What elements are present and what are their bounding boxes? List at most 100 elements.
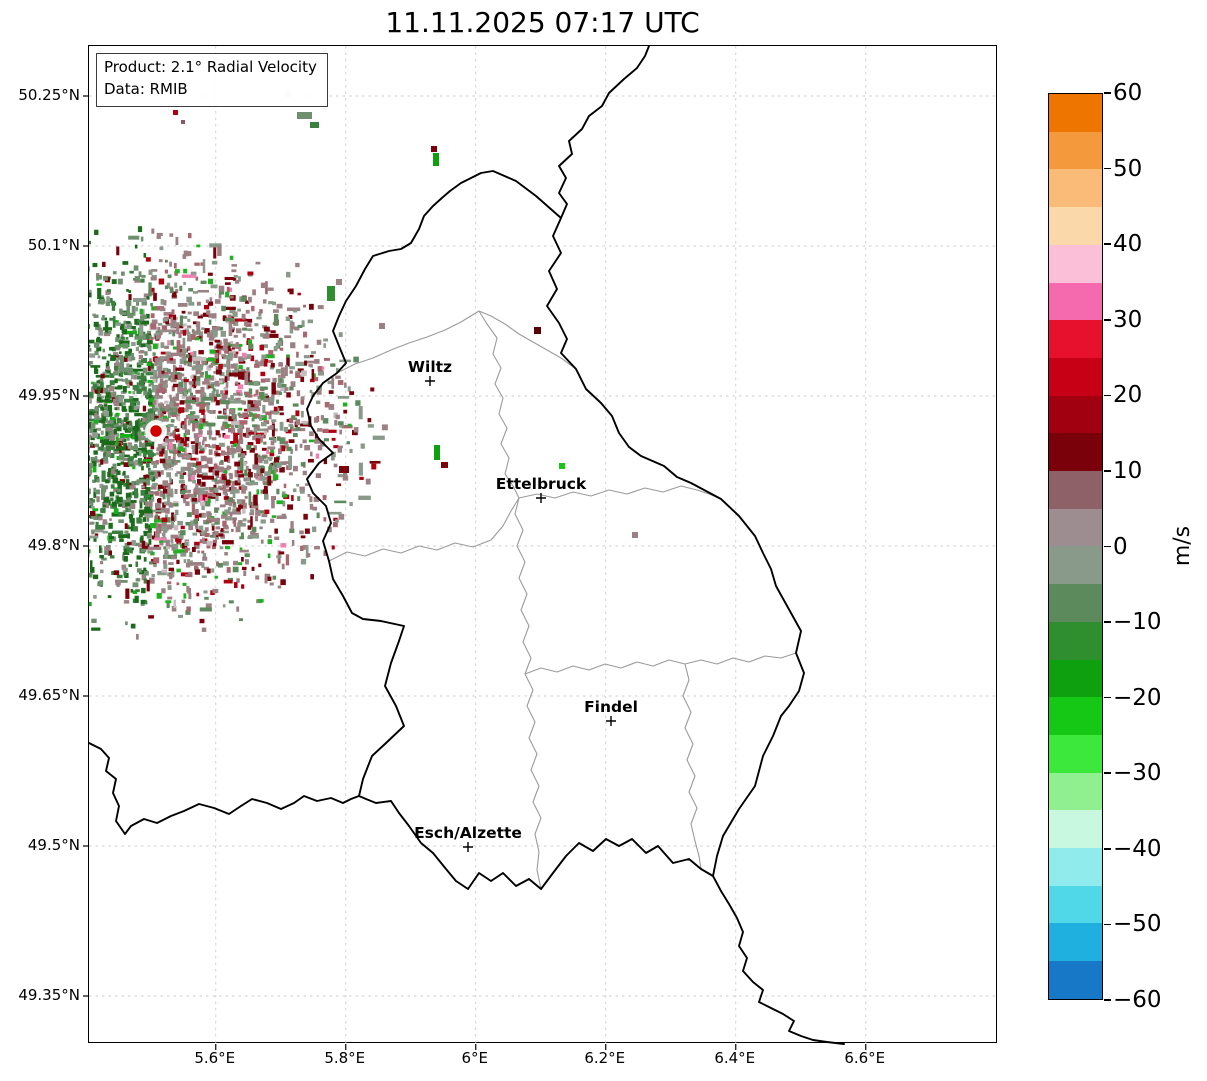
velocity-pixel xyxy=(199,450,204,454)
velocity-pixel xyxy=(170,358,176,364)
velocity-pixel xyxy=(201,575,207,578)
velocity-pixel xyxy=(233,560,239,566)
velocity-pixel xyxy=(217,415,228,419)
velocity-pixel xyxy=(285,554,290,566)
velocity-pixel xyxy=(96,496,100,503)
velocity-pixel xyxy=(136,555,142,560)
velocity-pixel xyxy=(125,588,130,599)
velocity-pixel xyxy=(114,407,118,410)
velocity-pixel xyxy=(89,291,92,298)
velocity-pixel xyxy=(149,577,155,584)
colorbar-tick-label: 20 xyxy=(1113,382,1143,409)
velocity-pixel xyxy=(238,438,244,445)
velocity-pixel xyxy=(332,522,338,528)
velocity-pixel xyxy=(270,330,276,334)
velocity-pixel xyxy=(132,390,136,395)
velocity-pixel xyxy=(238,618,243,622)
velocity-pixel xyxy=(177,302,188,307)
velocity-pixel xyxy=(268,360,274,363)
x-tick-label: 5.8°E xyxy=(324,1049,366,1067)
velocity-pixel xyxy=(145,313,150,319)
velocity-pixel xyxy=(89,514,92,518)
colorbar-segment xyxy=(1049,734,1102,773)
velocity-pixel xyxy=(255,504,259,513)
velocity-pixel xyxy=(164,406,178,411)
velocity-pixel xyxy=(277,340,283,346)
velocity-pixel xyxy=(170,419,175,423)
velocity-pixel xyxy=(109,419,114,424)
velocity-pixel xyxy=(146,533,152,539)
velocity-pixel xyxy=(166,495,170,503)
velocity-pixel xyxy=(197,465,202,474)
velocity-pixel xyxy=(161,520,167,527)
velocity-pixel xyxy=(337,396,350,399)
velocity-pixel xyxy=(141,443,146,449)
velocity-pixel xyxy=(246,367,250,371)
velocity-pixel xyxy=(223,455,228,462)
velocity-pixel xyxy=(267,446,276,450)
velocity-pixel xyxy=(85,385,88,389)
velocity-pixel xyxy=(271,423,275,437)
district-borders-layer xyxy=(328,310,797,890)
velocity-pixel xyxy=(96,283,102,286)
velocity-pixel xyxy=(237,522,246,527)
velocity-pixel xyxy=(164,549,168,559)
velocity-pixel xyxy=(236,507,241,514)
velocity-pixel xyxy=(166,459,172,464)
velocity-pixel xyxy=(263,485,268,492)
velocity-pixel xyxy=(172,364,176,373)
velocity-pixel xyxy=(316,512,320,519)
velocity-pixel xyxy=(93,419,98,424)
velocity-pixel xyxy=(172,346,178,350)
velocity-pixel xyxy=(169,286,174,290)
x-tick-label: 6°E xyxy=(461,1049,489,1067)
velocity-pixel xyxy=(148,401,154,406)
velocity-pixel xyxy=(146,517,150,522)
velocity-pixel xyxy=(89,536,91,541)
velocity-pixel xyxy=(189,493,194,498)
velocity-pixel xyxy=(162,560,167,564)
velocity-pixel xyxy=(141,301,147,306)
velocity-pixel xyxy=(174,372,181,375)
velocity-pixel xyxy=(162,480,169,487)
velocity-pixel xyxy=(205,500,211,507)
velocity-pixel xyxy=(299,530,304,535)
velocity-pixel xyxy=(254,434,261,439)
velocity-pixel xyxy=(194,420,199,425)
velocity-pixel xyxy=(272,377,277,383)
velocity-pixel xyxy=(144,600,148,605)
velocity-pixel xyxy=(268,458,272,462)
velocity-pixel xyxy=(113,466,117,471)
velocity-pixel xyxy=(288,439,295,444)
velocity-pixel xyxy=(115,470,121,475)
velocity-pixel xyxy=(244,320,248,327)
velocity-pixel xyxy=(160,371,166,376)
velocity-pixel xyxy=(269,463,272,470)
velocity-pixel xyxy=(200,386,205,398)
velocity-pixel xyxy=(134,370,138,375)
velocity-pixel xyxy=(358,406,363,420)
colorbar-segment xyxy=(1049,282,1102,321)
velocity-pixel xyxy=(185,610,191,615)
velocity-pixel xyxy=(247,442,254,446)
velocity-pixel xyxy=(118,519,124,523)
velocity-pixel xyxy=(189,551,193,558)
velocity-pixel xyxy=(250,531,256,535)
velocity-pixel xyxy=(112,477,119,484)
colorbar-segment xyxy=(1049,244,1102,283)
velocity-pixel xyxy=(131,540,136,546)
data-source-label: Data: RMIB xyxy=(104,79,188,98)
velocity-pixel xyxy=(222,393,228,399)
velocity-pixel xyxy=(279,378,283,383)
velocity-pixel xyxy=(126,363,130,368)
velocity-pixel xyxy=(173,552,178,557)
velocity-pixel xyxy=(335,375,341,379)
velocity-pixel xyxy=(242,473,249,477)
velocity-pixel xyxy=(137,226,143,233)
velocity-pixel xyxy=(238,375,244,380)
velocity-pixel xyxy=(223,409,227,414)
velocity-pixel xyxy=(96,478,100,483)
velocity-pixel xyxy=(218,433,222,438)
velocity-pixel xyxy=(155,335,161,340)
velocity-pixel xyxy=(183,281,187,285)
